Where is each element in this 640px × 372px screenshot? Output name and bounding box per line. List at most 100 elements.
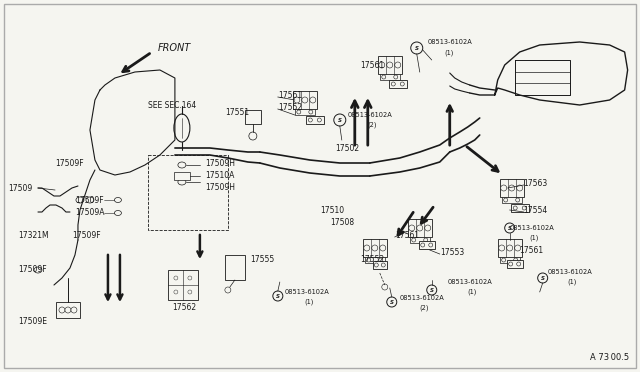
Text: 17509A: 17509A — [75, 208, 104, 217]
Circle shape — [400, 82, 404, 86]
Ellipse shape — [115, 198, 122, 202]
Ellipse shape — [86, 197, 94, 203]
Bar — [174, 172, 190, 180]
Circle shape — [395, 62, 401, 68]
Text: (1): (1) — [468, 289, 477, 295]
Circle shape — [504, 198, 508, 202]
Text: 17510: 17510 — [320, 205, 344, 215]
Bar — [225, 255, 245, 280]
Text: 17563: 17563 — [524, 179, 548, 187]
Circle shape — [515, 245, 521, 251]
Text: 17561: 17561 — [395, 231, 419, 240]
Text: 17552: 17552 — [278, 103, 302, 112]
Ellipse shape — [178, 179, 186, 185]
Bar — [511, 204, 529, 212]
Text: 08513-6102A: 08513-6102A — [348, 112, 392, 118]
Circle shape — [516, 262, 521, 266]
Bar — [306, 116, 324, 124]
Circle shape — [502, 258, 506, 262]
Circle shape — [308, 118, 312, 122]
Circle shape — [513, 206, 517, 210]
Text: 08513-6102A: 08513-6102A — [400, 295, 445, 301]
Circle shape — [420, 243, 425, 247]
Bar — [372, 261, 387, 269]
Ellipse shape — [76, 197, 84, 203]
Circle shape — [509, 262, 513, 266]
Circle shape — [59, 307, 65, 313]
Text: FRONT: FRONT — [158, 43, 191, 53]
Text: 17509F: 17509F — [72, 231, 100, 240]
Text: 17552: 17552 — [360, 256, 384, 264]
Circle shape — [538, 273, 548, 283]
Text: 17554: 17554 — [524, 205, 548, 215]
Bar — [500, 179, 524, 197]
Circle shape — [387, 62, 393, 68]
Text: (2): (2) — [420, 305, 429, 311]
Bar — [380, 74, 400, 80]
Bar — [388, 80, 407, 88]
Circle shape — [372, 245, 378, 251]
Bar — [365, 257, 385, 263]
Circle shape — [505, 223, 515, 233]
Circle shape — [387, 297, 397, 307]
Text: 17321M: 17321M — [18, 231, 49, 240]
Circle shape — [516, 198, 520, 202]
Text: S: S — [415, 45, 419, 51]
Circle shape — [412, 238, 416, 242]
Circle shape — [71, 307, 77, 313]
Circle shape — [297, 110, 301, 114]
Text: (1): (1) — [445, 50, 454, 56]
Bar — [410, 237, 429, 243]
Circle shape — [188, 290, 192, 294]
Circle shape — [310, 97, 316, 103]
Circle shape — [317, 118, 321, 122]
Bar — [378, 56, 402, 74]
Circle shape — [382, 75, 386, 79]
Text: 08513-6102A: 08513-6102A — [448, 279, 493, 285]
Bar — [502, 197, 522, 203]
Ellipse shape — [178, 162, 186, 168]
Circle shape — [522, 206, 526, 210]
Text: (1): (1) — [568, 279, 577, 285]
Circle shape — [381, 263, 385, 267]
Ellipse shape — [174, 114, 190, 142]
Ellipse shape — [115, 211, 122, 215]
Circle shape — [65, 307, 71, 313]
Text: 17551: 17551 — [225, 108, 249, 116]
Circle shape — [425, 225, 431, 231]
Bar — [148, 155, 228, 230]
Text: 17509: 17509 — [8, 183, 32, 192]
Text: S: S — [541, 276, 545, 280]
Text: 17509H: 17509H — [205, 158, 235, 167]
Circle shape — [188, 276, 192, 280]
Text: 17561: 17561 — [360, 61, 384, 70]
Text: 17562: 17562 — [172, 304, 196, 312]
Text: 08513-6102A: 08513-6102A — [428, 39, 472, 45]
Text: 17510A: 17510A — [205, 170, 234, 180]
Text: 17561: 17561 — [278, 90, 302, 99]
Circle shape — [507, 245, 513, 251]
Circle shape — [379, 62, 385, 68]
Text: 17508: 17508 — [330, 218, 354, 227]
Bar — [408, 219, 432, 237]
Circle shape — [500, 185, 507, 191]
Circle shape — [380, 245, 386, 251]
Text: 08513-6102A: 08513-6102A — [285, 289, 330, 295]
Text: S: S — [429, 288, 434, 292]
Text: 17553: 17553 — [440, 247, 464, 257]
Circle shape — [374, 263, 378, 267]
Bar — [56, 302, 80, 318]
Circle shape — [499, 245, 505, 251]
Circle shape — [424, 238, 428, 242]
Text: 17555: 17555 — [250, 256, 274, 264]
Circle shape — [516, 185, 523, 191]
Circle shape — [367, 258, 371, 262]
Circle shape — [379, 258, 383, 262]
Bar — [507, 260, 523, 268]
Text: 17509H: 17509H — [205, 183, 235, 192]
Bar — [168, 270, 198, 300]
Circle shape — [382, 284, 388, 290]
Circle shape — [394, 75, 398, 79]
Text: S: S — [508, 225, 512, 231]
Bar — [419, 241, 435, 249]
